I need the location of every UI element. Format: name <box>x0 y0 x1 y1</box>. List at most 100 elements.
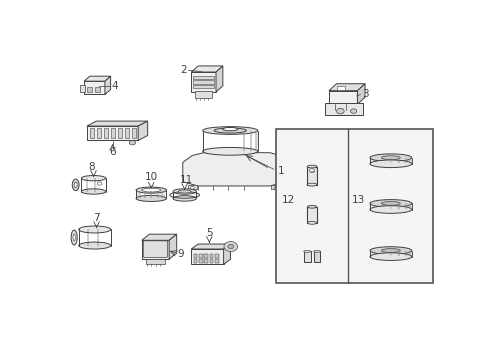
Polygon shape <box>169 234 177 259</box>
Ellipse shape <box>173 189 196 194</box>
Ellipse shape <box>307 183 317 186</box>
Bar <box>95 87 99 92</box>
Text: 2: 2 <box>180 66 187 75</box>
Bar <box>111 128 115 138</box>
Bar <box>194 259 197 262</box>
Circle shape <box>224 242 238 252</box>
Ellipse shape <box>381 202 400 205</box>
Ellipse shape <box>381 249 400 252</box>
Polygon shape <box>87 121 147 126</box>
Bar <box>104 128 108 138</box>
Ellipse shape <box>72 179 79 191</box>
Ellipse shape <box>308 221 317 224</box>
Text: 6: 6 <box>109 147 116 157</box>
Ellipse shape <box>222 127 238 131</box>
Bar <box>87 87 92 92</box>
Bar <box>191 249 223 264</box>
Polygon shape <box>138 121 147 140</box>
Polygon shape <box>183 153 285 186</box>
Ellipse shape <box>79 226 111 233</box>
Text: 13: 13 <box>351 195 365 205</box>
Ellipse shape <box>81 189 106 194</box>
Text: 12: 12 <box>281 195 295 205</box>
Ellipse shape <box>136 187 167 193</box>
Bar <box>194 254 197 258</box>
Circle shape <box>98 182 102 185</box>
Ellipse shape <box>173 196 196 201</box>
Circle shape <box>274 186 278 189</box>
Bar <box>308 207 317 223</box>
Ellipse shape <box>71 230 77 245</box>
Bar <box>193 80 214 84</box>
Bar <box>193 85 214 88</box>
Bar <box>304 251 311 262</box>
Polygon shape <box>105 76 111 94</box>
Bar <box>87 126 138 140</box>
Text: 8: 8 <box>88 162 95 172</box>
Ellipse shape <box>370 160 412 168</box>
Ellipse shape <box>79 242 111 249</box>
Bar <box>329 91 358 104</box>
Text: 1: 1 <box>278 166 284 176</box>
Text: 4: 4 <box>112 81 119 91</box>
Bar <box>314 251 320 262</box>
Ellipse shape <box>136 195 167 202</box>
Bar <box>142 240 169 259</box>
Ellipse shape <box>304 250 311 252</box>
Ellipse shape <box>203 127 258 134</box>
Bar <box>146 258 165 264</box>
Bar <box>90 128 94 138</box>
Circle shape <box>190 186 194 189</box>
Bar <box>118 128 122 138</box>
Circle shape <box>337 108 344 114</box>
Bar <box>276 129 434 283</box>
Polygon shape <box>329 84 365 91</box>
Bar <box>191 72 216 92</box>
Bar <box>337 86 345 90</box>
Ellipse shape <box>307 165 317 168</box>
Circle shape <box>228 244 234 249</box>
Bar <box>325 103 363 115</box>
Bar <box>271 185 280 189</box>
Text: 9: 9 <box>177 249 184 259</box>
Ellipse shape <box>370 253 412 260</box>
Ellipse shape <box>178 190 191 193</box>
Ellipse shape <box>308 205 317 208</box>
Ellipse shape <box>370 154 412 162</box>
Text: 5: 5 <box>206 228 213 238</box>
Ellipse shape <box>381 156 400 159</box>
Bar <box>210 259 213 262</box>
Polygon shape <box>142 234 177 240</box>
Ellipse shape <box>370 199 412 207</box>
Ellipse shape <box>203 148 258 155</box>
Polygon shape <box>223 244 230 264</box>
Bar <box>195 91 212 98</box>
Ellipse shape <box>314 250 320 252</box>
Ellipse shape <box>74 182 77 188</box>
Bar <box>97 128 101 138</box>
Circle shape <box>351 109 357 113</box>
Bar <box>215 259 219 262</box>
Bar <box>210 254 213 258</box>
Bar <box>215 254 219 258</box>
Polygon shape <box>216 66 223 92</box>
Bar <box>204 254 208 258</box>
Ellipse shape <box>73 234 75 241</box>
Bar <box>132 128 136 138</box>
Ellipse shape <box>214 128 246 133</box>
Bar <box>80 85 85 92</box>
Bar <box>84 81 105 94</box>
Bar <box>307 167 317 185</box>
FancyBboxPatch shape <box>143 241 168 257</box>
Polygon shape <box>191 66 223 72</box>
Text: 11: 11 <box>180 175 193 185</box>
Polygon shape <box>84 76 111 81</box>
Text: 10: 10 <box>145 172 158 183</box>
Bar <box>199 254 203 258</box>
Ellipse shape <box>370 206 412 213</box>
Text: 7: 7 <box>93 213 100 223</box>
Ellipse shape <box>142 188 161 192</box>
Ellipse shape <box>370 247 412 255</box>
Polygon shape <box>357 84 365 104</box>
Circle shape <box>129 140 136 145</box>
